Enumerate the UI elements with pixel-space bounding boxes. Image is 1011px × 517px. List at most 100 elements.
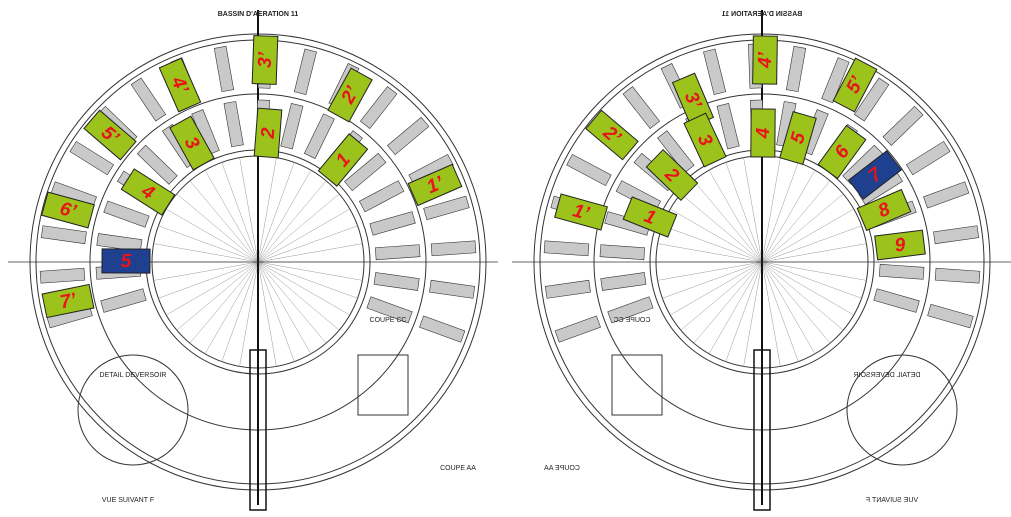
spoke — [153, 243, 259, 263]
zone-label: 4’ — [158, 57, 202, 113]
spoke — [257, 261, 350, 316]
spoke — [257, 157, 277, 263]
rack — [622, 86, 661, 130]
zone-label: 9 — [874, 229, 926, 261]
rack — [136, 144, 178, 185]
zone-label: 3’ — [671, 72, 715, 128]
spoke — [189, 180, 259, 263]
spoke — [761, 261, 844, 331]
channel — [753, 349, 771, 511]
spoke — [204, 261, 259, 354]
spoke — [708, 170, 763, 263]
rack — [600, 272, 647, 291]
spoke — [662, 225, 763, 263]
spoke — [158, 261, 259, 299]
zone-label: 1’ — [407, 163, 463, 207]
zone-box — [847, 150, 903, 200]
rack — [873, 288, 920, 313]
rack — [369, 211, 416, 236]
spoke — [761, 261, 816, 354]
spoke — [176, 261, 259, 331]
rack — [419, 315, 466, 343]
zone-number: 4 — [753, 127, 774, 139]
zone-box — [585, 109, 639, 161]
rack — [387, 116, 430, 156]
title-group: BASSIN D'AERATION 11 — [218, 11, 299, 18]
spoke — [761, 261, 854, 316]
rack — [657, 130, 695, 174]
zone-number: 9 — [894, 234, 907, 256]
rack — [607, 296, 654, 324]
rack — [785, 45, 807, 93]
spoke — [662, 261, 763, 299]
note: COUPE AA — [544, 465, 580, 472]
spoke — [257, 225, 358, 263]
rack — [934, 267, 981, 284]
spoke — [761, 225, 862, 263]
zone-label: 1 — [622, 196, 678, 238]
spoke — [166, 208, 259, 263]
spoke — [257, 193, 340, 263]
spoke — [761, 261, 862, 299]
sheet-title: BASSIN D'AERATION 11 — [722, 11, 803, 18]
spoke — [761, 170, 816, 263]
zone-box — [83, 109, 137, 161]
note: VUE SUIVANT F — [866, 497, 918, 504]
rack — [933, 225, 980, 245]
zone-box — [554, 193, 608, 231]
spoke — [761, 180, 831, 263]
title-group: BASSIN D'AERATION 11 — [722, 11, 803, 18]
zone-number: 7’ — [58, 289, 78, 313]
spoke — [761, 193, 844, 263]
rack — [374, 244, 421, 261]
rack — [429, 279, 476, 299]
spoke — [257, 261, 327, 344]
note: COUPE CC — [370, 317, 407, 324]
spoke — [257, 261, 358, 299]
spoke — [189, 261, 259, 344]
zone-box — [169, 115, 215, 171]
zone-number: 2 — [258, 127, 280, 141]
zone-label: 6’ — [41, 191, 95, 229]
spoke — [761, 261, 799, 362]
zone-box — [158, 57, 202, 113]
zone-box — [41, 283, 95, 319]
rack — [103, 200, 150, 228]
section-box — [611, 354, 663, 416]
spoke — [708, 261, 763, 354]
spoke — [761, 157, 781, 263]
rack — [213, 45, 235, 93]
rack — [430, 240, 477, 257]
rack — [293, 48, 317, 95]
zone-label: 5 — [101, 248, 151, 274]
rack — [923, 181, 970, 209]
spoke — [257, 208, 350, 263]
left-plan: BASSIN D'AERATION 11 COUPE CC DETAIL DEVER… — [8, 10, 508, 511]
zone-box — [752, 35, 778, 85]
spoke — [743, 157, 763, 263]
note: DETAIL DEVERSOIR — [854, 372, 921, 379]
zone-label: 4’ — [752, 35, 778, 85]
spoke — [680, 193, 763, 263]
spoke — [257, 180, 327, 263]
zone-box — [817, 124, 867, 180]
spoke — [239, 261, 259, 367]
zone-box — [622, 196, 678, 238]
zone-number: 6’ — [57, 198, 79, 223]
channel — [249, 349, 267, 511]
zone-box — [101, 248, 151, 274]
zone-box — [683, 112, 727, 168]
rack — [927, 303, 974, 329]
rack — [543, 240, 590, 257]
zone-label: 5’ — [832, 57, 878, 113]
spoke — [670, 261, 763, 316]
zone-label: 4 — [120, 168, 176, 216]
spoke — [166, 261, 259, 316]
rack — [554, 315, 601, 343]
spoke — [257, 261, 295, 362]
rack — [853, 77, 890, 122]
rack — [373, 272, 420, 291]
rack — [544, 279, 591, 299]
spoke — [257, 162, 295, 263]
